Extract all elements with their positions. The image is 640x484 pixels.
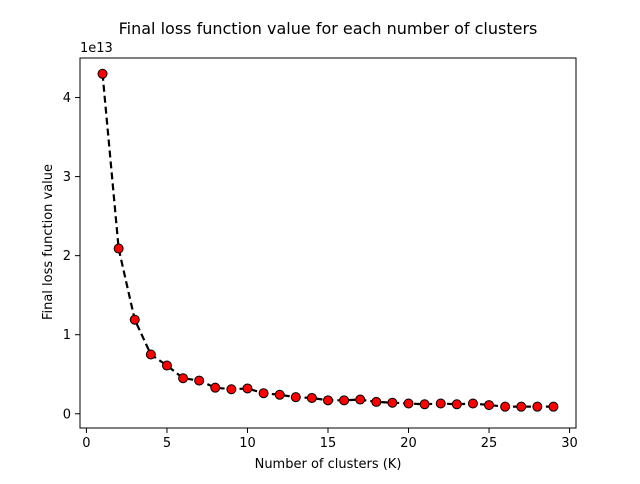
data-point-k14 [306,392,317,403]
x-tick-label: 20 [400,436,417,451]
data-point-k20 [403,398,414,409]
x-tick-label: 15 [320,436,337,451]
data-point-k24 [467,398,478,409]
data-point-k26 [500,401,511,412]
axis-ticks: 0 5 10 15 20 25 30 0 1 2 3 4 [63,91,578,451]
plot-frame [79,57,577,429]
data-point-k13 [290,392,301,403]
data-point-k4 [145,349,156,360]
data-point-k19 [387,397,398,408]
data-point-k12 [274,389,285,400]
data-point-k17 [355,394,366,405]
data-point-k11 [258,388,269,399]
y-offset-label: 1e13 [80,41,113,56]
x-tick-label: 10 [239,436,256,451]
x-tick-label: 30 [561,436,578,451]
data-point-k10 [242,383,253,394]
data-point-k9 [226,384,237,395]
x-tick-label: 0 [82,436,90,451]
data-point-k27 [516,401,527,412]
data-point-k16 [339,395,350,406]
data-point-k18 [371,396,382,407]
data-point-k6 [178,373,189,384]
x-tick-label: 25 [481,436,498,451]
data-point-k25 [484,400,495,411]
data-point-k29 [548,401,559,412]
data-point-k15 [323,395,333,406]
y-tick-label: 0 [63,407,71,422]
y-axis-label: Final loss function value [41,164,56,320]
y-tick-label: 4 [63,91,71,106]
data-point-k23 [451,399,462,410]
x-axis-label: Number of clusters (K) [255,457,402,472]
data-point-k22 [435,398,446,409]
data-point-k3 [129,314,140,325]
data-point-k7 [194,375,205,386]
y-tick-label: 1 [63,328,71,343]
chart-title: Final loss function value for each numbe… [119,19,538,38]
data-point-k5 [161,360,172,371]
data-point-k8 [210,382,221,393]
x-tick-label: 5 [163,436,171,451]
y-tick-label: 2 [63,249,71,264]
data-point-k21 [419,399,430,410]
data-points [97,68,559,412]
data-point-k2 [113,243,124,254]
data-point-k28 [532,401,543,412]
data-point-k1 [97,68,108,79]
y-tick-label: 3 [63,170,71,185]
